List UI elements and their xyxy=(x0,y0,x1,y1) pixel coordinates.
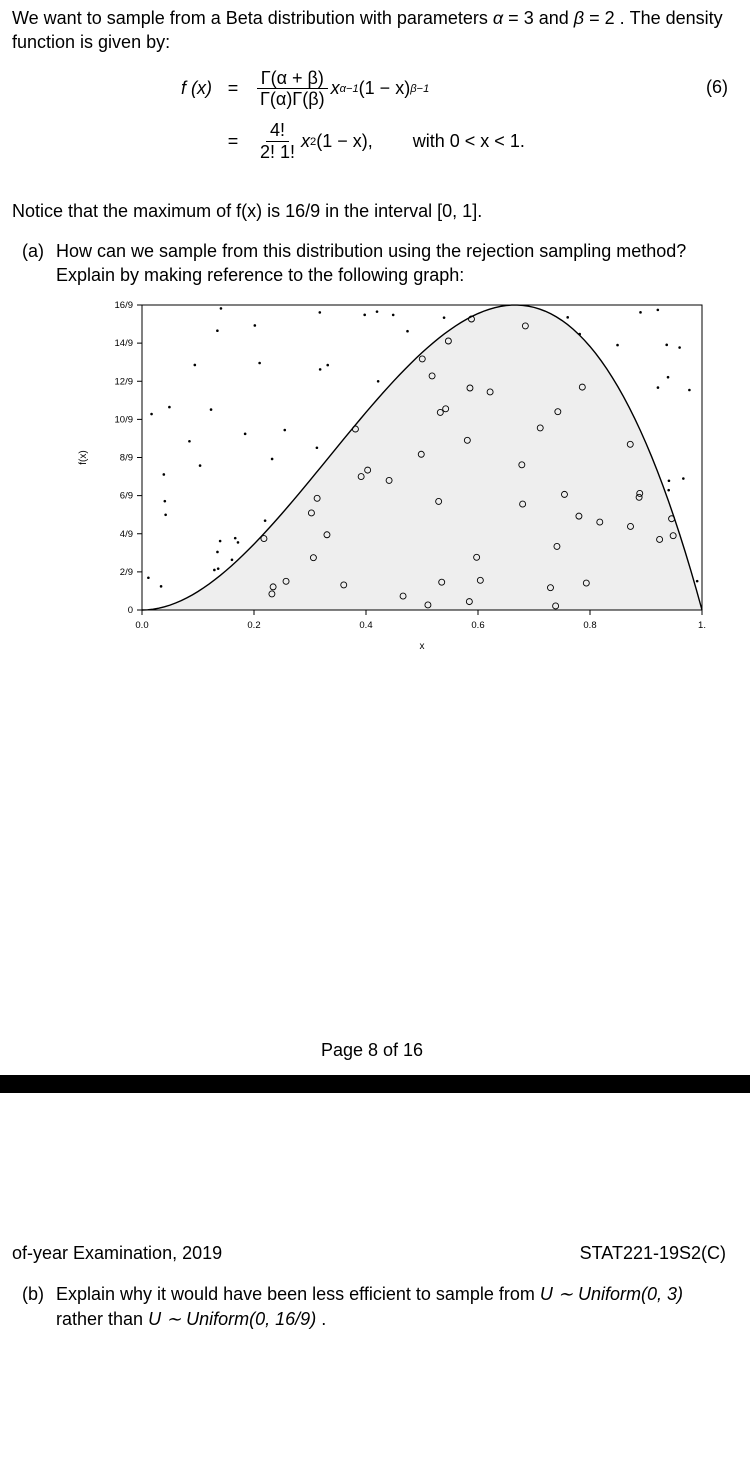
svg-text:2/9: 2/9 xyxy=(120,567,133,578)
qb-suffix: . xyxy=(321,1309,326,1329)
footer-left: of-year Examination, 2019 xyxy=(12,1243,222,1264)
eq-line1-num: Γ(α + β) xyxy=(257,69,328,90)
qb-label: (b) xyxy=(22,1282,56,1306)
eq-line2-x: x xyxy=(301,131,310,152)
qb-mid: rather than xyxy=(56,1309,148,1329)
beta-sym: β xyxy=(574,8,584,28)
intro-prefix: We want to sample from a Beta distributi… xyxy=(12,8,493,28)
svg-text:12/9: 12/9 xyxy=(115,377,134,388)
alpha-val: 3 xyxy=(524,8,534,28)
qb-text: Explain why it would have been less effi… xyxy=(56,1282,732,1331)
eq-rhs-1: Γ(α + β) Γ(α)Γ(β) xα−1 (1 − x)β−1 xyxy=(254,69,732,110)
qb-prefix: Explain why it would have been less effi… xyxy=(56,1284,540,1304)
notice-paragraph: Notice that the maximum of f(x) is 16/9 … xyxy=(12,199,732,223)
svg-text:8/9: 8/9 xyxy=(120,453,133,464)
eq-line2-num: 4! xyxy=(266,121,289,142)
intro-paragraph: We want to sample from a Beta distributi… xyxy=(12,6,732,55)
eq-rhs-2: 4! 2! 1! x2 (1 − x), with 0 < x < 1. xyxy=(254,121,732,162)
svg-text:0.6: 0.6 xyxy=(471,620,484,631)
eq-line1-exp1: α−1 xyxy=(340,83,359,95)
pagenum-total: 16 xyxy=(403,1040,423,1060)
page-divider-bar xyxy=(0,1075,750,1093)
qb-u1: U ∼ Uniform(0, 3) xyxy=(540,1284,683,1304)
question-a: (a) How can we sample from this distribu… xyxy=(22,239,732,288)
rejection-sampling-chart: 0.0 0.2 0.4 0.6 0.8 1. 0 2/9 4/9 6/9 8/9 10/9 12/9 14… xyxy=(72,295,712,660)
eq-line1-den: Γ(α)Γ(β) xyxy=(256,89,329,109)
svg-text:f(x): f(x) xyxy=(78,451,89,465)
eq-lhs: f (x) xyxy=(12,78,212,99)
svg-text:0.4: 0.4 xyxy=(359,620,372,631)
svg-text:0.0: 0.0 xyxy=(135,620,148,631)
pagenum-of: of xyxy=(378,1040,403,1060)
pagenum-prefix: Page xyxy=(321,1040,368,1060)
svg-text:0.2: 0.2 xyxy=(247,620,260,631)
question-b: (b) Explain why it would have been less … xyxy=(22,1282,732,1331)
eq-line1-exp2: β−1 xyxy=(410,83,429,95)
svg-text:16/9: 16/9 xyxy=(115,300,134,311)
and: and xyxy=(539,8,574,28)
pagenum-page: 8 xyxy=(368,1040,378,1060)
qa-label: (a) xyxy=(22,239,56,263)
qa-text: How can we sample from this distribution… xyxy=(56,239,732,288)
alpha-sym: α xyxy=(493,8,503,28)
svg-text:0: 0 xyxy=(128,605,133,616)
svg-text:x: x xyxy=(420,641,425,652)
eq-line2-den: 2! 1! xyxy=(256,142,299,162)
svg-text:1.: 1. xyxy=(698,620,706,631)
footer-right: STAT221-19S2(C) xyxy=(580,1243,726,1264)
svg-text:0.8: 0.8 xyxy=(583,620,596,631)
eq-line2-paren: (1 − x), xyxy=(316,131,373,152)
exam-footer: of-year Examination, 2019 STAT221-19S2(C… xyxy=(12,1243,726,1264)
qb-u2: U ∼ Uniform(0, 16/9) xyxy=(148,1309,316,1329)
equation-block: (6) f (x) = Γ(α + β) Γ(α)Γ(β) xα−1 (1 − … xyxy=(12,69,732,189)
page-number: Page 8 of 16 xyxy=(12,1040,732,1061)
eq2: = xyxy=(589,8,605,28)
eq-sign-2: = xyxy=(218,131,248,152)
svg-text:14/9: 14/9 xyxy=(115,339,134,350)
svg-text:10/9: 10/9 xyxy=(115,415,134,426)
eq-sign-1: = xyxy=(218,78,248,99)
equation-number: (6) xyxy=(706,77,728,98)
beta-val: 2 xyxy=(605,8,615,28)
svg-text:6/9: 6/9 xyxy=(120,491,133,502)
svg-text:4/9: 4/9 xyxy=(120,529,133,540)
eq-line2-cond: with 0 < x < 1. xyxy=(413,131,525,152)
eq-line1-x: x xyxy=(331,78,340,99)
eq-line1-mid: (1 − x) xyxy=(359,78,411,99)
eq1: = xyxy=(508,8,524,28)
